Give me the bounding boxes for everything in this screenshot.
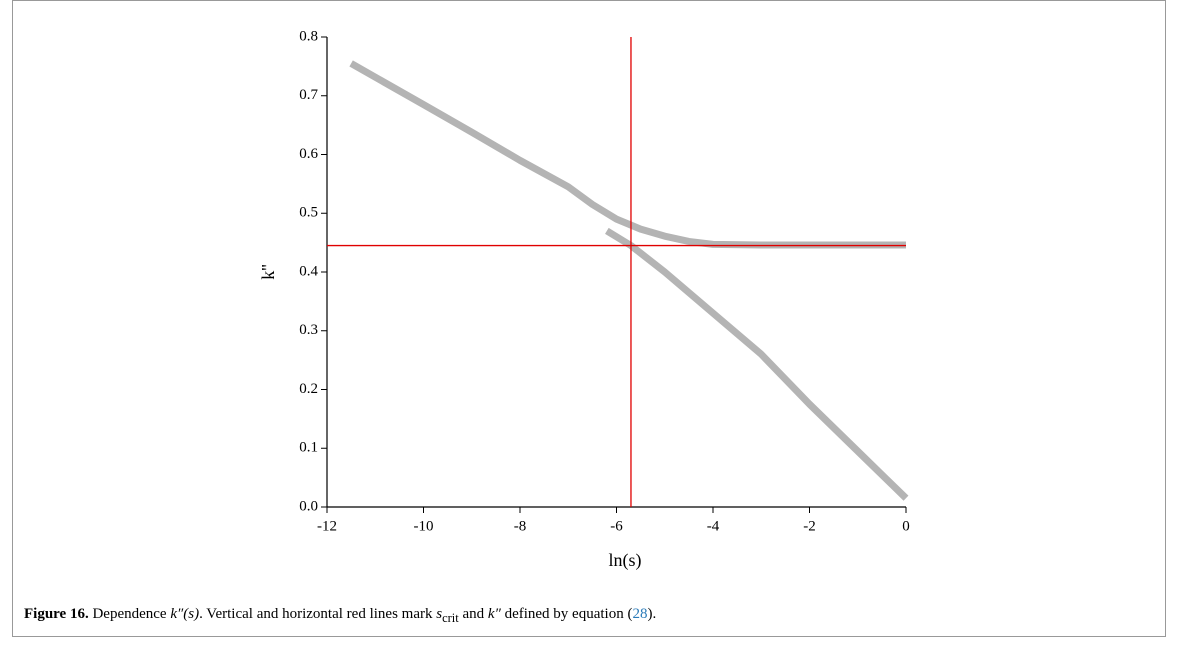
- caption: Figure 16. Dependence k″(s). Vertical an…: [24, 606, 656, 626]
- y-tick-label: 0.3: [299, 322, 318, 338]
- x-tick-label: -4: [707, 518, 720, 534]
- caption-text: and: [462, 606, 485, 622]
- y-tick-label: 0.1: [299, 440, 318, 456]
- caption-math: s: [436, 606, 443, 622]
- y-tick-label: 0.4: [299, 263, 318, 279]
- y-tick-label: 0.0: [299, 498, 318, 514]
- x-tick-label: -2: [803, 518, 816, 534]
- x-tick-label: -10: [414, 518, 434, 534]
- caption-text: . Vertical and horizontal red lines mark: [199, 606, 433, 622]
- chart: ln(s) k'' -12 -10 -8 -6 -4 -2 0 0.0 0.1 0.2 0.3 0.4…: [258, 28, 910, 571]
- y-tick-label: 0.2: [299, 381, 318, 397]
- data-band: [605, 227, 909, 501]
- caption-math: k″(s): [170, 606, 200, 622]
- caption-subscript: crit: [442, 611, 459, 625]
- caption-math: k″: [487, 606, 501, 622]
- data-band: [349, 60, 906, 249]
- x-axis-label: ln(s): [609, 550, 642, 571]
- y-tick-label: 0.5: [299, 205, 318, 221]
- figure-frame: [12, 0, 1166, 637]
- x-tick-label: 0: [902, 518, 910, 534]
- y-axis-label: k'': [258, 264, 278, 280]
- caption-label: Figure 16.: [24, 606, 89, 622]
- caption-reference[interactable]: 28: [632, 606, 648, 622]
- y-tick-label: 0.8: [299, 28, 318, 44]
- y-tick-label: 0.6: [299, 146, 318, 162]
- x-tick-label: -8: [514, 518, 527, 534]
- x-tick-label: -6: [610, 518, 623, 534]
- y-tick-label: 0.7: [299, 87, 318, 103]
- caption-text: ).: [647, 606, 657, 622]
- caption-text: defined by equation (: [504, 606, 633, 622]
- caption-text: Dependence: [92, 606, 167, 622]
- x-tick-label: -12: [317, 518, 337, 534]
